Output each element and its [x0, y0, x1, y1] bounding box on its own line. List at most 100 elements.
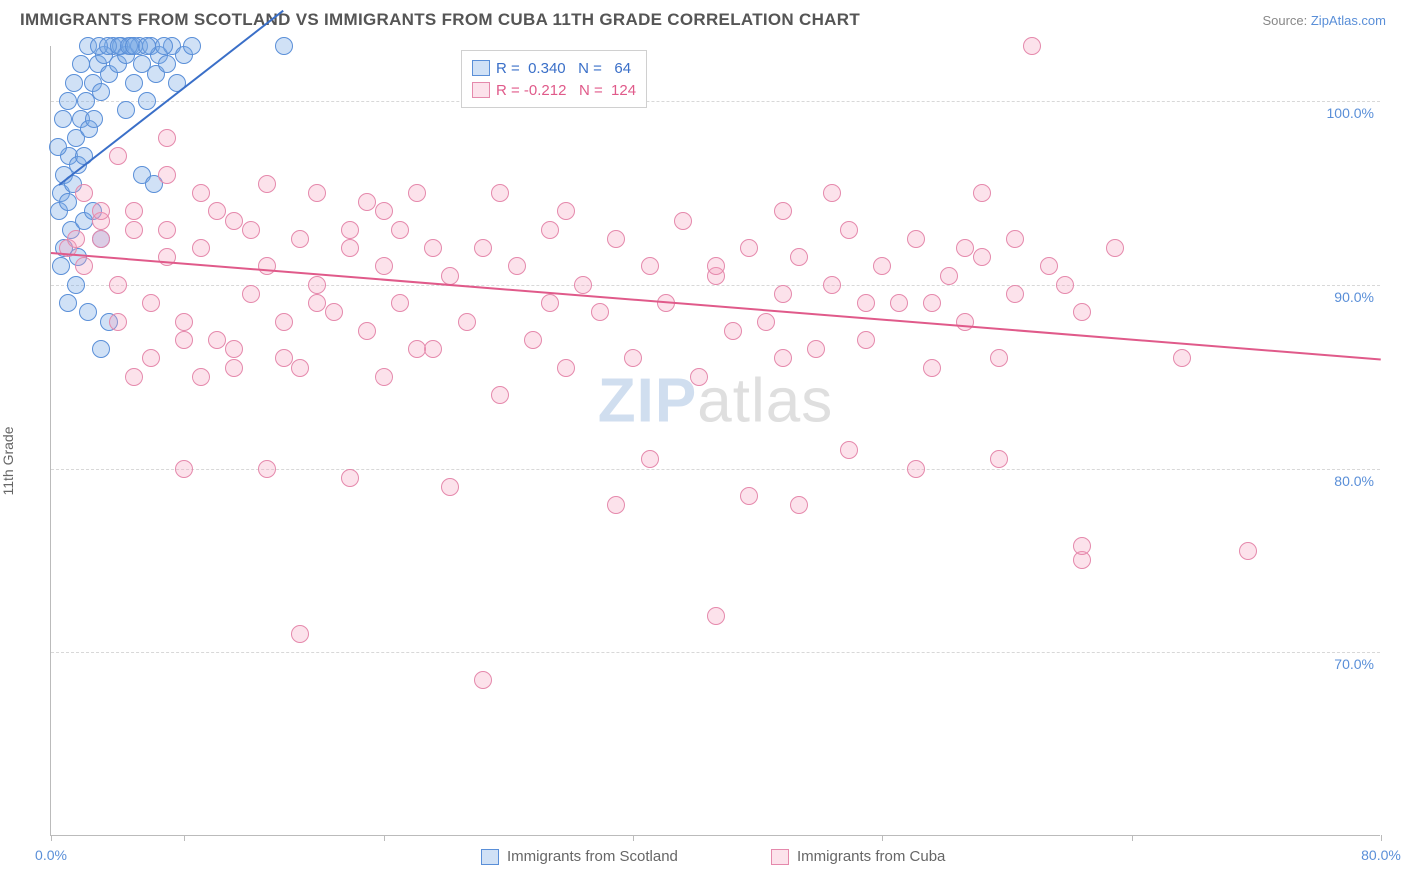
- scatter-point: [524, 331, 542, 349]
- scatter-point: [72, 55, 90, 73]
- scatter-point: [641, 450, 659, 468]
- scatter-point: [857, 331, 875, 349]
- scatter-point: [424, 340, 442, 358]
- scatter-point: [1006, 230, 1024, 248]
- scatter-point: [391, 294, 409, 312]
- scatter-point: [973, 184, 991, 202]
- scatter-point: [125, 368, 143, 386]
- scatter-point: [291, 625, 309, 643]
- scatter-point: [155, 37, 173, 55]
- scatter-point: [724, 322, 742, 340]
- source-value: ZipAtlas.com: [1311, 13, 1386, 28]
- scatter-point: [973, 248, 991, 266]
- x-tick-mark: [882, 835, 883, 841]
- scatter-point: [92, 202, 110, 220]
- scatter-point: [92, 230, 110, 248]
- scatter-point: [358, 193, 376, 211]
- scatter-point: [807, 340, 825, 358]
- legend-stats-text: R = -0.212 N = 124: [496, 82, 636, 99]
- scatter-point: [823, 184, 841, 202]
- scatter-point: [358, 322, 376, 340]
- scatter-point: [474, 671, 492, 689]
- scatter-point: [291, 230, 309, 248]
- scatter-point: [607, 230, 625, 248]
- scatter-point: [1239, 542, 1257, 560]
- scatter-point: [242, 285, 260, 303]
- scatter-point: [49, 138, 67, 156]
- legend-swatch: [472, 82, 490, 98]
- scatter-point: [840, 221, 858, 239]
- y-tick-label: 80.0%: [1334, 473, 1374, 489]
- legend-stats-row: R = -0.212 N = 124: [472, 79, 636, 101]
- x-tick-mark: [1381, 835, 1382, 841]
- scatter-point: [740, 239, 758, 257]
- scatter-point: [208, 331, 226, 349]
- legend-series-label: Immigrants from Scotland: [507, 848, 678, 865]
- scatter-point: [183, 37, 201, 55]
- scatter-point: [557, 202, 575, 220]
- scatter-point: [391, 221, 409, 239]
- gridline-h: [51, 469, 1380, 470]
- scatter-point: [1006, 285, 1024, 303]
- source-attribution: Source: ZipAtlas.com: [1262, 13, 1386, 28]
- scatter-point: [408, 340, 426, 358]
- scatter-point: [158, 129, 176, 147]
- scatter-point: [225, 359, 243, 377]
- scatter-point: [75, 184, 93, 202]
- scatter-point: [341, 221, 359, 239]
- scatter-point: [275, 37, 293, 55]
- scatter-point: [308, 184, 326, 202]
- series-legend-item: Immigrants from Scotland: [481, 848, 678, 865]
- chart-container: 11th Grade ZIPatlas 70.0%80.0%90.0%100.0…: [0, 36, 1406, 886]
- plot-area: ZIPatlas 70.0%80.0%90.0%100.0%0.0%80.0%R…: [50, 46, 1380, 836]
- scatter-point: [59, 193, 77, 211]
- scatter-point: [790, 248, 808, 266]
- scatter-point: [92, 83, 110, 101]
- scatter-point: [441, 267, 459, 285]
- x-tick-mark: [1132, 835, 1133, 841]
- scatter-point: [873, 257, 891, 275]
- scatter-point: [641, 257, 659, 275]
- legend-swatch: [481, 849, 499, 865]
- scatter-point: [275, 349, 293, 367]
- gridline-h: [51, 652, 1380, 653]
- x-tick-mark: [633, 835, 634, 841]
- scatter-point: [674, 212, 692, 230]
- source-label: Source:: [1262, 13, 1310, 28]
- scatter-point: [907, 230, 925, 248]
- scatter-point: [208, 202, 226, 220]
- scatter-point: [67, 276, 85, 294]
- legend-series-label: Immigrants from Cuba: [797, 848, 945, 865]
- scatter-point: [142, 294, 160, 312]
- watermark-suffix: atlas: [697, 367, 833, 436]
- x-tick-mark: [384, 835, 385, 841]
- scatter-point: [624, 349, 642, 367]
- y-tick-label: 90.0%: [1334, 289, 1374, 305]
- x-tick-label: 80.0%: [1361, 847, 1401, 863]
- scatter-point: [458, 313, 476, 331]
- legend-stats-text: R = 0.340 N = 64: [496, 60, 631, 77]
- scatter-point: [774, 349, 792, 367]
- legend-stats-row: R = 0.340 N = 64: [472, 57, 636, 79]
- scatter-point: [192, 184, 210, 202]
- scatter-point: [258, 175, 276, 193]
- scatter-point: [990, 349, 1008, 367]
- scatter-point: [956, 313, 974, 331]
- scatter-point: [67, 230, 85, 248]
- scatter-point: [890, 294, 908, 312]
- scatter-point: [1173, 349, 1191, 367]
- scatter-point: [823, 276, 841, 294]
- scatter-point: [258, 257, 276, 275]
- scatter-point: [923, 359, 941, 377]
- y-axis-label: 11th Grade: [0, 426, 16, 495]
- scatter-point: [109, 313, 127, 331]
- scatter-point: [158, 221, 176, 239]
- scatter-point: [441, 478, 459, 496]
- scatter-point: [158, 55, 176, 73]
- scatter-point: [242, 221, 260, 239]
- scatter-point: [607, 496, 625, 514]
- scatter-point: [690, 368, 708, 386]
- scatter-point: [591, 303, 609, 321]
- scatter-point: [1106, 239, 1124, 257]
- scatter-point: [65, 74, 83, 92]
